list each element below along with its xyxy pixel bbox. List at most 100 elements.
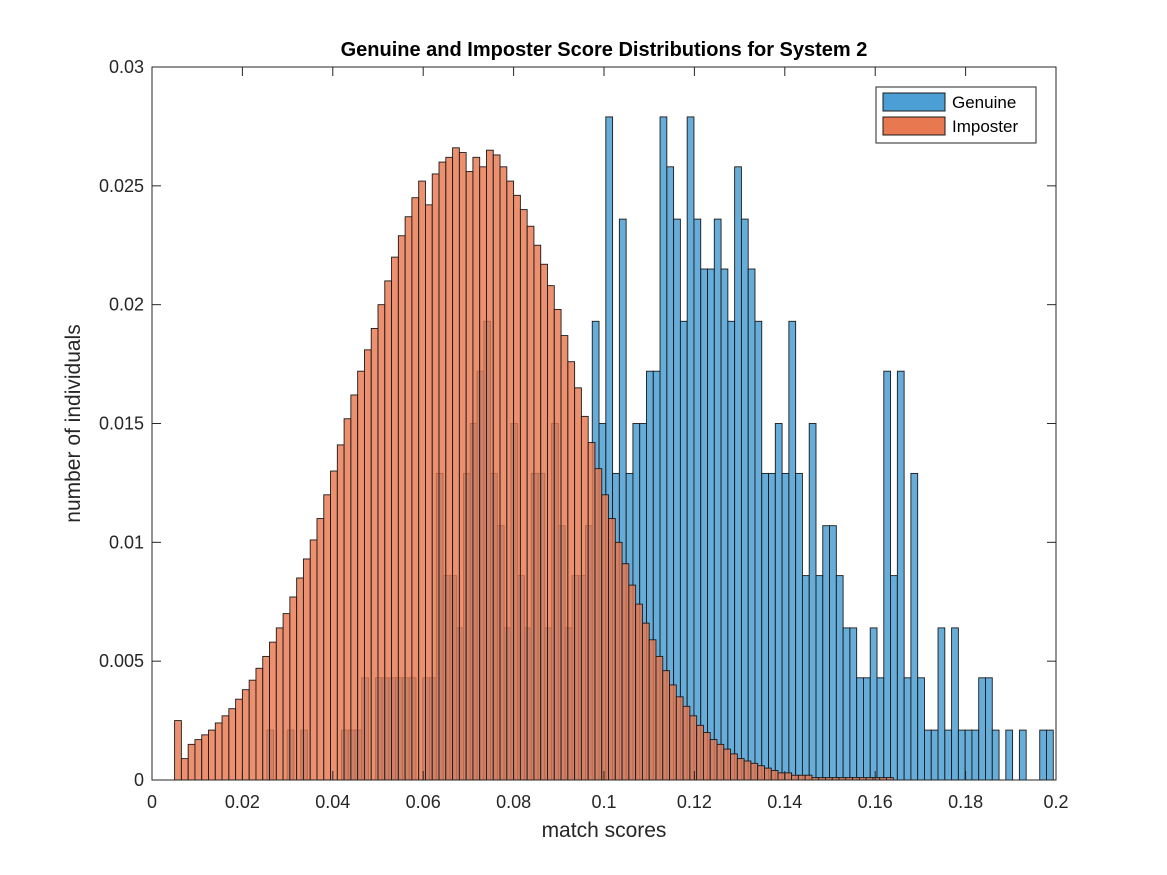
imposter-bar	[187, 743, 196, 781]
imposter-bar	[330, 470, 338, 781]
genuine-bar	[862, 677, 871, 781]
genuine-bar	[971, 729, 980, 781]
imposter-bar	[262, 655, 270, 781]
genuine-bar	[740, 218, 749, 781]
genuine-bar	[978, 677, 986, 781]
imposter-bar	[377, 304, 386, 781]
imposter-bar	[438, 161, 447, 781]
x-tick-label: 0.08	[496, 792, 531, 812]
imposter-bar	[513, 194, 521, 781]
imposter-bar	[425, 204, 433, 781]
imposter-bar	[282, 613, 291, 781]
genuine-bar	[1046, 729, 1054, 781]
legend: Genuine Imposter	[875, 86, 1037, 144]
genuine-bar	[788, 320, 797, 781]
genuine-bar	[849, 627, 858, 781]
imposter-bar	[614, 541, 623, 781]
genuine-bar	[774, 423, 783, 781]
genuine-bar	[835, 575, 844, 781]
genuine-bar	[815, 575, 824, 781]
y-tick-label: 0	[134, 770, 144, 790]
imposter-bar	[730, 753, 738, 781]
bars-layer	[174, 116, 1054, 781]
imposter-bar	[797, 774, 806, 781]
genuine-bar	[869, 627, 878, 781]
imposter-bar	[275, 627, 284, 781]
imposter-bar	[404, 216, 413, 781]
imposter-bar	[764, 767, 772, 781]
axis-ticks: 0 0.02 0.04 0.06 0.08 0.1 0.12 0.14 0.16 0.18 0.2 0…	[99, 57, 1069, 812]
genuine-bar	[951, 627, 959, 781]
genuine-bar	[937, 627, 946, 781]
x-tick-label: 0.18	[948, 792, 983, 812]
y-tick-label: 0.025	[99, 176, 144, 196]
imposter-bar	[445, 156, 454, 781]
imposter-bar	[370, 327, 379, 781]
imposter-bar	[628, 584, 637, 781]
x-tick-label: 0.06	[406, 792, 441, 812]
legend-label: Genuine	[952, 93, 1016, 112]
imposter-bar	[750, 762, 759, 781]
y-tick-label: 0.015	[99, 414, 144, 434]
imposter-bar	[506, 180, 515, 781]
imposter-bar	[682, 705, 691, 781]
genuine-bar	[856, 677, 864, 781]
genuine-bar	[822, 525, 830, 781]
genuine-bar	[734, 166, 742, 781]
imposter-bar	[465, 171, 474, 781]
imposter-bar	[418, 180, 426, 781]
imposter-bar	[533, 244, 542, 781]
imposter-bar	[601, 494, 609, 781]
genuine-bar	[883, 370, 892, 781]
genuine-bar	[808, 423, 817, 781]
genuine-bar	[747, 268, 756, 781]
imposter-bar	[255, 667, 264, 781]
chart-title: Genuine and Imposter Score Distributions…	[341, 39, 868, 61]
genuine-bar	[842, 627, 851, 781]
imposter-bar	[391, 256, 399, 781]
genuine-bar	[829, 525, 837, 781]
y-tick-label: 0.005	[99, 651, 144, 671]
imposter-bar	[431, 173, 440, 781]
imposter-bar	[770, 770, 779, 781]
imposter-bar	[635, 603, 643, 781]
genuine-bar	[686, 116, 695, 781]
genuine-bar	[924, 729, 932, 781]
genuine-bar	[720, 268, 729, 781]
genuine-bar	[693, 218, 702, 781]
genuine-bar	[795, 472, 803, 781]
imposter-bar	[309, 539, 318, 781]
imposter-bar	[499, 166, 508, 781]
imposter-bar	[689, 715, 698, 781]
imposter-bar	[384, 280, 393, 781]
genuine-bar	[991, 729, 1000, 781]
imposter-bar	[357, 370, 365, 781]
imposter-bar	[323, 494, 331, 781]
imposter-bar	[180, 758, 189, 781]
imposter-bar	[669, 684, 677, 781]
imposter-bar	[214, 722, 223, 781]
imposter-bar	[696, 724, 704, 781]
imposter-bar	[296, 577, 304, 781]
imposter-bar	[641, 622, 650, 781]
genuine-bar	[801, 575, 810, 781]
genuine-bar	[761, 472, 769, 781]
imposter-bar	[492, 154, 501, 781]
imposter-bar	[784, 772, 793, 781]
imposter-bar	[241, 689, 250, 781]
imposter-bar	[269, 641, 277, 781]
imposter-bar	[594, 468, 603, 781]
genuine-bar	[713, 218, 722, 781]
imposter-bar	[553, 308, 562, 781]
y-tick-label: 0.01	[109, 532, 144, 552]
imposter-bar	[757, 765, 765, 781]
x-tick-label: 0.04	[315, 792, 350, 812]
genuine-bar	[985, 677, 993, 781]
legend-label: Imposter	[952, 117, 1018, 136]
imposter-bar	[397, 235, 406, 781]
imposter-bar	[574, 387, 582, 781]
genuine-bar	[930, 729, 939, 781]
imposter-bar	[702, 732, 711, 781]
imposter-bar	[567, 361, 576, 781]
